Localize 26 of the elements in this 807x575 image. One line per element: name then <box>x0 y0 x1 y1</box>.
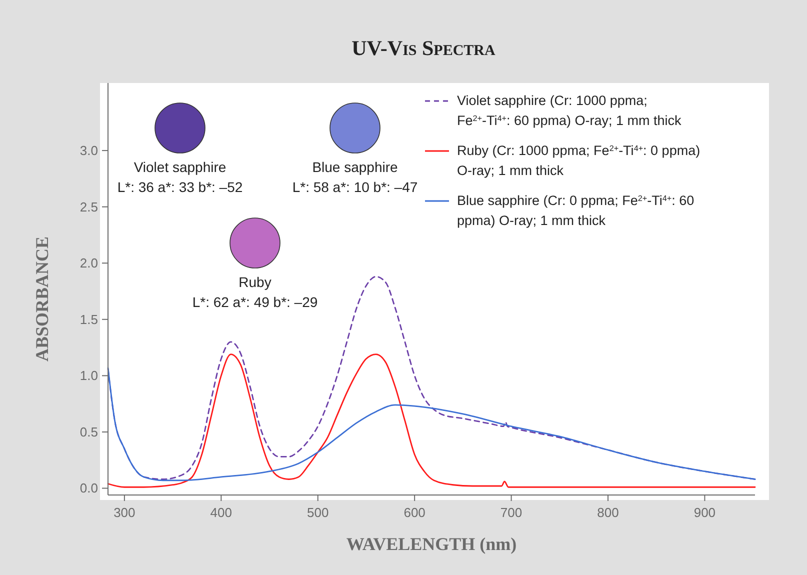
annotation: Blue sapphire <box>312 159 398 175</box>
x-tick-label: 600 <box>404 505 426 520</box>
x-tick-label: 800 <box>597 505 619 520</box>
y-tick-label: 3.0 <box>80 143 98 158</box>
annotation: L*: 58 a*: 10 b*: –47 <box>292 179 418 195</box>
text: Blue sapphire (Cr: 0 ppma; Fe$^{2+}$-Ti$^{4+}$: 60 ppma) O-ray; 1 mm thick <box>457 193 694 228</box>
x-tick-label: 300 <box>114 505 136 520</box>
y-tick-label: 0.0 <box>80 480 98 496</box>
legend-label: Violet sapphire (Cr: 1000 ppma; Fe$^{2+}$-Ti$^{4+}$: 60 ppma) O-ray; 1 mm thick <box>457 93 682 128</box>
annotation: Violet sapphire <box>134 159 226 175</box>
y-axis-title: ABSORBANCE <box>32 236 52 362</box>
annotation: L*: 62 a*: 49 b*: –29 <box>192 294 318 310</box>
annotation: Ruby <box>238 274 272 290</box>
x-tick-label: 400 <box>210 505 232 520</box>
chart-title: UV-Vis Spectra <box>352 36 496 60</box>
x-tick-label: 500 <box>307 505 329 520</box>
y-tick-label: 2.5 <box>80 199 98 214</box>
y-tick-label: 1.0 <box>80 368 98 384</box>
y-tick-label: 2.0 <box>80 256 98 271</box>
x-tick-label: 900 <box>694 505 716 520</box>
x-tick-label: 700 <box>500 505 522 520</box>
annotation: L*: 36 a*: 33 b*: –52 <box>117 179 243 195</box>
y-tick-label: 0.5 <box>80 424 98 440</box>
x-axis-title: WAVELENGTH (nm) <box>346 534 517 554</box>
y-tick-label: 1.5 <box>80 312 98 327</box>
text: Ruby (Cr: 1000 ppma; Fe$^{2+}$-Ti$^{4+}$: 0 ppma) O-ray; 1 mm thick <box>457 143 700 178</box>
